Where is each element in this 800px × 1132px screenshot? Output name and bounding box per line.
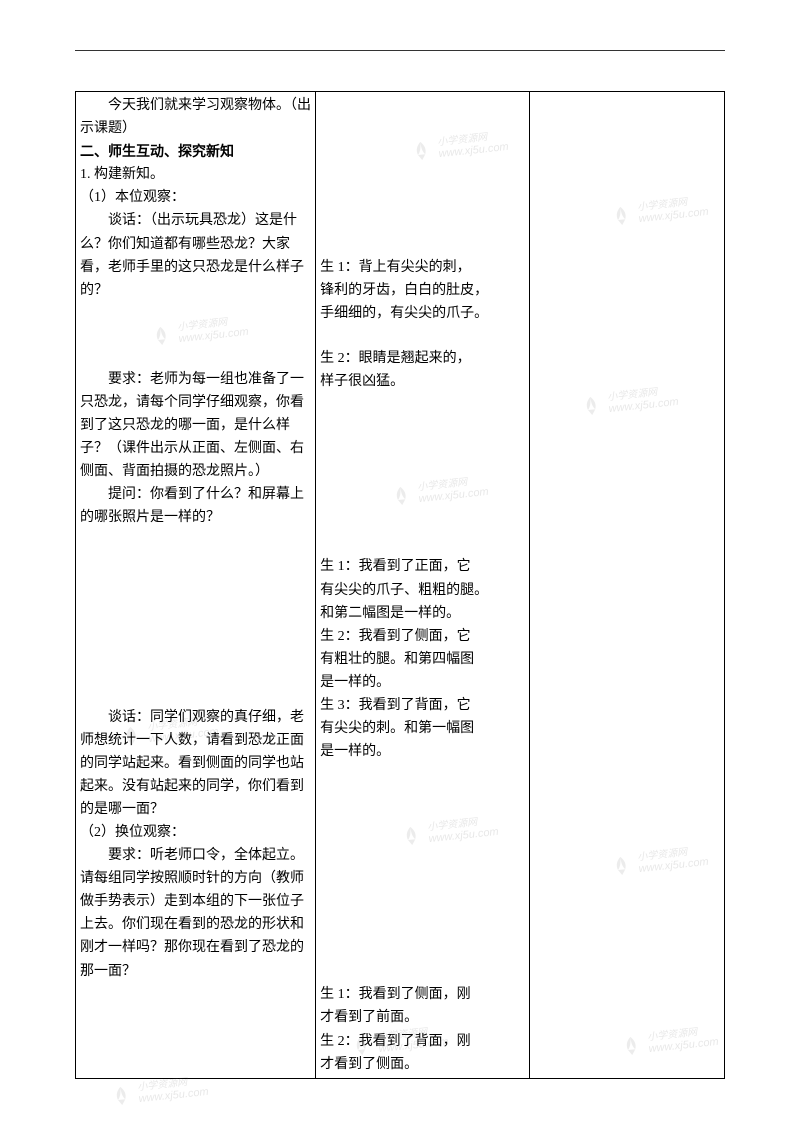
spacer [320,895,525,917]
spacer [80,640,311,662]
spacer [320,437,525,459]
student-response-3-line: 有尖尖的刺。和第一幅图 [320,717,525,740]
student-response-3-line: 和第二幅图是一样的。 [320,602,525,625]
watermark-logo: 小学资源网www.xj5u.com [109,1075,209,1108]
teacher-dialogue-1: 谈话：（出示玩具恐龙）这是什么？你们知道都有哪些恐龙？大家看，老师手里的这只恐龙… [80,209,311,301]
spacer [320,160,525,182]
lesson-plan-table: 今天我们就来学习观察物体。（出示课题） 二、师生互动、探究新知 1. 构建新知。… [75,91,725,1079]
spacer [320,481,525,503]
student-response-2-line: 生 2：眼睛是翘起来的， [320,347,525,370]
spacer [320,415,525,437]
student-response-2-line: 样子很凶猛。 [320,370,525,393]
leaf-icon [109,1083,133,1107]
spacer [320,393,525,415]
student-response-3-line: 有粗壮的腿。和第四幅图 [320,648,525,671]
teacher-substep-1-1: （1）本位观察： [80,186,311,209]
spacer [80,552,311,574]
spacer [80,596,311,618]
student-response-4-line: 生 1：我看到了侧面，刚 [320,983,525,1006]
student-column-cell: 生 1：背上有尖尖的刺， 锋利的牙齿，白白的肚皮， 手细细的，有尖尖的爪子。 生… [316,92,530,1079]
table-row: 今天我们就来学习观察物体。（出示课题） 二、师生互动、探究新知 1. 构建新知。… [76,92,725,1079]
student-response-4-line: 才看到了前面。 [320,1006,525,1029]
spacer [320,829,525,851]
spacer [320,763,525,785]
spacer [80,684,311,706]
watermark-url: www.xj5u.com [138,1086,209,1105]
student-response-3-line: 生 2：我看到了侧面，它 [320,625,525,648]
teacher-question-1: 提问：你看到了什么？和屏幕上的哪张照片是一样的？ [80,483,311,529]
section-heading: 二、师生互动、探究新知 [80,140,311,163]
teacher-intro-text: 今天我们就来学习观察物体。（出示课题） [80,94,311,140]
spacer [80,346,311,368]
teacher-requirement-2: 要求：听老师口令，全体起立。请每组同学按照顺时针的方向（教师做手势表示）走到本组… [80,844,311,983]
student-response-3-line: 有尖尖的爪子、粗粗的腿。 [320,579,525,602]
spacer [80,302,311,324]
student-response-1-line: 手细细的，有尖尖的爪子。 [320,302,525,325]
spacer [320,116,525,138]
teacher-step-1: 1. 构建新知。 [80,163,311,186]
teacher-dialogue-2: 谈话：同学们观察的真仔细，老师想统计一下人数，请看到恐龙正面的同学站起来。看到侧… [80,706,311,821]
student-response-3-line: 生 3：我看到了背面，它 [320,694,525,717]
student-response-4-line: 才看到了侧面。 [320,1053,525,1076]
spacer [80,574,311,596]
teacher-substep-1-2: （2）换位观察： [80,821,311,844]
student-response-4-line: 生 2：我看到了背面，刚 [320,1030,525,1053]
spacer [320,785,525,807]
spacer [320,939,525,961]
teacher-column-cell: 今天我们就来学习观察物体。（出示课题） 二、师生互动、探究新知 1. 构建新知。… [76,92,316,1079]
student-response-1-line: 生 1：背上有尖尖的刺， [320,256,525,279]
spacer [320,226,525,248]
teacher-requirement-1: 要求：老师为每一组也准备了一只恐龙，请每个同学仔细观察，你看到了这只恐龙的哪一面… [80,368,311,483]
spacer [320,325,525,347]
spacer [320,961,525,983]
spacer [320,503,525,525]
spacer [320,182,525,204]
spacer [80,530,311,552]
student-response-1-line: 锋利的牙齿，白白的肚皮， [320,279,525,302]
spacer [320,459,525,481]
spacer [320,138,525,160]
spacer [320,204,525,226]
spacer [320,94,525,116]
student-response-3-line: 是一样的。 [320,740,525,763]
spacer [80,324,311,346]
spacer [80,662,311,684]
top-horizontal-rule [75,50,725,51]
notes-column-cell [530,92,725,1079]
student-response-3-line: 生 1：我看到了正面，它 [320,555,525,578]
spacer [320,248,525,256]
spacer [80,618,311,640]
student-response-3-line: 是一样的。 [320,671,525,694]
spacer [320,851,525,873]
spacer [320,873,525,895]
spacer [320,525,525,547]
spacer [320,807,525,829]
spacer [320,917,525,939]
spacer [320,547,525,555]
